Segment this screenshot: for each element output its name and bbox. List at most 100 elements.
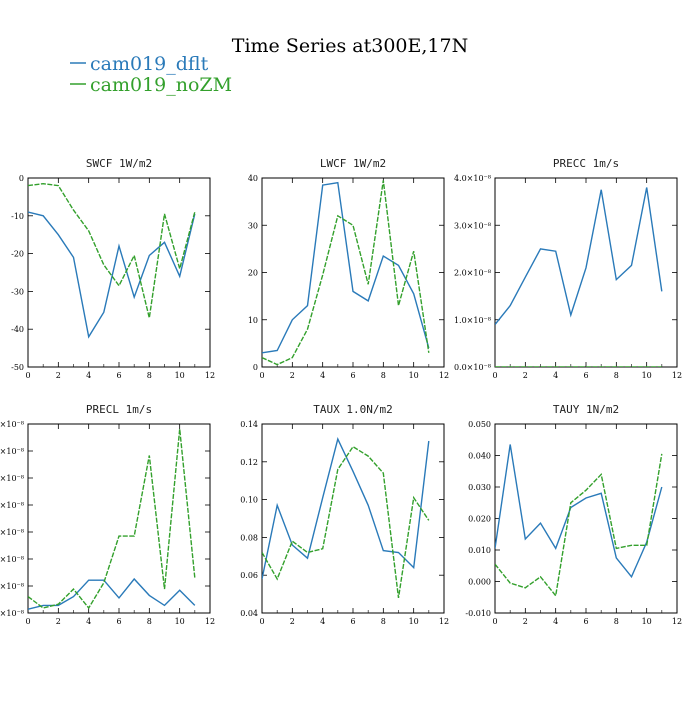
series-line-cam019_noZM bbox=[262, 445, 430, 599]
panel-6: TAUY 1N/m2 0 2 4 6 8 10 12 -0.010 0.000 0.010 0.020… bbox=[465, 403, 682, 626]
x-tick-label: 4 bbox=[553, 617, 558, 626]
series-line-cam019_noZM bbox=[262, 180, 430, 366]
y-tick-label: -0.010 bbox=[465, 609, 491, 618]
x-tick-label: 4 bbox=[86, 617, 91, 626]
panel-title: PRECC 1m/s bbox=[553, 157, 619, 170]
y-tick-label: 30 bbox=[248, 221, 258, 230]
y-tick-label: 0.10 bbox=[240, 496, 258, 505]
y-tick-label: 0.000 bbox=[468, 578, 491, 587]
y-tick-label: 4.0×10⁻⁸ bbox=[0, 501, 24, 510]
y-tick-label: 40 bbox=[248, 174, 258, 183]
y-tick-label: 0.010 bbox=[468, 546, 491, 555]
y-tick-label: 2.0×10⁻⁸ bbox=[454, 269, 491, 278]
y-tick-label: 0.020 bbox=[468, 515, 491, 524]
x-tick-label: 2 bbox=[56, 371, 61, 380]
y-tick-label: -20 bbox=[11, 250, 24, 259]
x-tick-label: 6 bbox=[350, 617, 355, 626]
series-line-cam019_noZM bbox=[28, 182, 196, 319]
panel-frame bbox=[27, 177, 211, 368]
y-tick-label: 3.0×10⁻⁸ bbox=[0, 528, 24, 537]
series-line-cam019_dflt bbox=[28, 577, 196, 610]
x-tick-label: 12 bbox=[205, 617, 215, 626]
x-tick-label: 2 bbox=[523, 371, 528, 380]
x-tick-label: 10 bbox=[409, 617, 419, 626]
y-tick-label: 0.04 bbox=[240, 609, 258, 618]
x-tick-label: 0 bbox=[259, 371, 264, 380]
x-tick-label: 4 bbox=[320, 371, 325, 380]
x-tick-label: 10 bbox=[642, 617, 652, 626]
series-line-cam019_noZM bbox=[28, 428, 196, 610]
y-tick-label: 0 bbox=[19, 174, 24, 183]
panel-frame bbox=[261, 423, 445, 614]
y-tick-label: 1.0×10⁻⁸ bbox=[0, 582, 24, 591]
panel-5: TAUX 1.0N/m2 0 2 4 6 8 10 12 0.04 0.06 0.08 0.10 0.1… bbox=[240, 403, 449, 626]
y-tick-label: 0 bbox=[253, 363, 258, 372]
panel-title: TAUY 1N/m2 bbox=[553, 403, 619, 416]
y-tick-label: 0×10⁻⁸ bbox=[0, 609, 24, 618]
panel-title: LWCF 1W/m2 bbox=[320, 157, 386, 170]
y-tick-label: 0.14 bbox=[240, 420, 258, 429]
x-tick-label: 2 bbox=[290, 371, 295, 380]
panel-1: SWCF 1W/m2 0 2 4 6 8 10 12 -50 -40 -30 -20 -10 0 bbox=[11, 157, 215, 380]
y-tick-label: 0.08 bbox=[240, 533, 258, 542]
panels: SWCF 1W/m20 2 4 6 8 10 12-50-40-30-20-100LWCF … bbox=[0, 157, 682, 626]
x-tick-label: 10 bbox=[642, 371, 652, 380]
x-tick-label: 12 bbox=[672, 371, 682, 380]
series-line-cam019_dflt bbox=[28, 211, 196, 339]
x-tick-label: 2 bbox=[56, 617, 61, 626]
series-line-cam019_dflt bbox=[262, 437, 430, 580]
y-tick-label: 0.050 bbox=[468, 420, 491, 429]
x-tick-label: 6 bbox=[583, 617, 588, 626]
y-tick-label: 0.040 bbox=[468, 452, 491, 461]
x-tick-label: 12 bbox=[439, 371, 449, 380]
panel-4: PRECL 1m/s 0 2 4 6 8 10 12 0×10⁻⁸ 1.0×10⁻⁸ 2.0×10⁻… bbox=[0, 403, 215, 626]
y-tick-label: 1.0×10⁻⁸ bbox=[454, 316, 491, 325]
x-tick-label: 0 bbox=[492, 617, 497, 626]
x-tick-label: 12 bbox=[672, 617, 682, 626]
y-tick-label: 2.0×10⁻⁸ bbox=[0, 555, 24, 564]
y-tick-label: -40 bbox=[11, 325, 24, 334]
x-tick-label: 12 bbox=[439, 617, 449, 626]
y-tick-label: 0.12 bbox=[240, 458, 258, 467]
panel-3: PRECC 1m/s 0 2 4 6 8 10 12 0.0×10⁻⁸ 1.0×10⁻⁸ 2.0×1… bbox=[454, 157, 682, 380]
x-tick-label: 6 bbox=[116, 617, 121, 626]
x-tick-label: 4 bbox=[320, 617, 325, 626]
panel-title: SWCF 1W/m2 bbox=[86, 157, 152, 170]
x-tick-label: 10 bbox=[409, 371, 419, 380]
x-tick-label: 2 bbox=[290, 617, 295, 626]
x-tick-label: 2 bbox=[523, 617, 528, 626]
y-tick-label: 4.0×10⁻⁸ bbox=[454, 174, 491, 183]
series-line-cam019_dflt bbox=[262, 181, 430, 354]
x-tick-label: 6 bbox=[583, 371, 588, 380]
y-tick-label: 0.06 bbox=[240, 571, 258, 580]
series-line-cam019_dflt bbox=[495, 444, 663, 579]
x-tick-label: 10 bbox=[175, 617, 185, 626]
x-tick-label: 0 bbox=[25, 617, 30, 626]
x-tick-label: 12 bbox=[205, 371, 215, 380]
y-tick-label: 3.0×10⁻⁸ bbox=[454, 221, 491, 230]
y-tick-label: 20 bbox=[248, 269, 258, 278]
y-tick-label: -50 bbox=[11, 363, 24, 372]
x-tick-label: 10 bbox=[175, 371, 185, 380]
panel-2: LWCF 1W/m2 0 2 4 6 8 10 12 0 10 20 30 40 bbox=[248, 157, 449, 380]
x-tick-label: 4 bbox=[553, 371, 558, 380]
figure-title: Time Series at300E,17N bbox=[232, 35, 468, 57]
panel-title: TAUX 1.0N/m2 bbox=[313, 403, 392, 416]
panel-title: PRECL 1m/s bbox=[86, 403, 152, 416]
x-tick-label: 8 bbox=[147, 617, 152, 626]
x-tick-label: 6 bbox=[116, 371, 121, 380]
legend-label-nozm: cam019_noZM bbox=[90, 74, 232, 96]
x-tick-label: 8 bbox=[614, 617, 619, 626]
legend-label-dflt: cam019_dflt bbox=[90, 53, 209, 75]
series-line-cam019_dflt bbox=[495, 187, 663, 325]
x-tick-label: 8 bbox=[381, 371, 386, 380]
x-tick-label: 4 bbox=[86, 371, 91, 380]
y-tick-label: -10 bbox=[11, 212, 24, 221]
y-tick-label: 0.0×10⁻⁸ bbox=[454, 363, 491, 372]
x-tick-label: 0 bbox=[492, 371, 497, 380]
y-tick-label: 10 bbox=[248, 316, 258, 325]
x-tick-label: 0 bbox=[25, 371, 30, 380]
legend: cam019_dflt cam019_noZM bbox=[70, 53, 232, 96]
y-tick-label: 0.030 bbox=[468, 483, 491, 492]
